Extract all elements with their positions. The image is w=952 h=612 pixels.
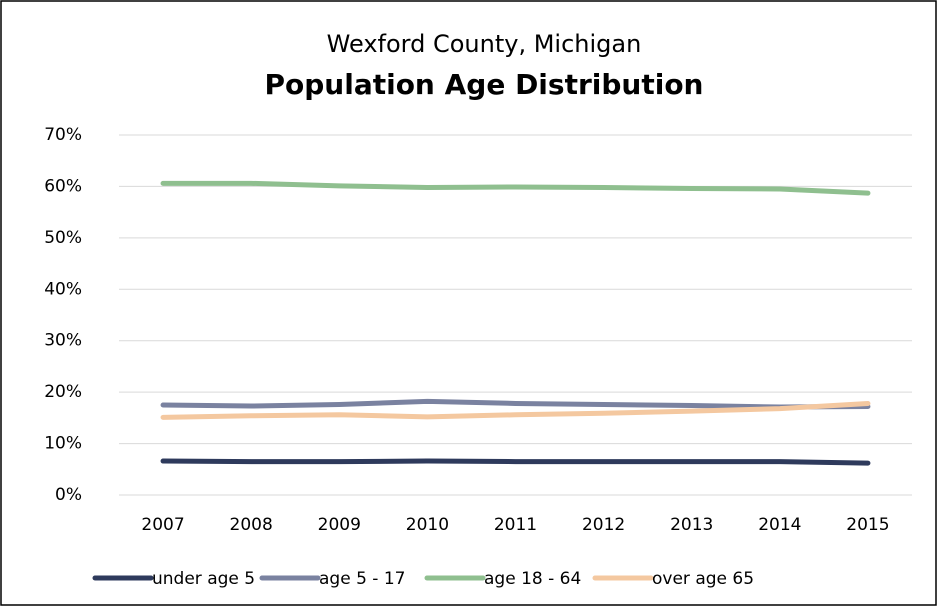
legend-label: over age 65 [652,569,754,589]
x-tick-label: 2011 [494,515,537,535]
legend-label: under age 5 [152,569,255,589]
x-tick-label: 2010 [406,515,449,535]
y-tick-label: 60% [44,176,82,196]
y-tick-label: 40% [44,279,82,299]
series-line [160,458,871,466]
legend-label: age 18 - 64 [484,569,581,589]
series-line [160,400,871,420]
y-tick-label: 0% [55,485,82,505]
chart-title: Wexford County, Michigan [327,30,642,58]
x-tick-label: 2009 [318,515,361,535]
series-line [160,180,871,196]
y-tick-label: 20% [44,382,82,402]
y-tick-label: 50% [44,228,82,248]
x-tick-label: 2013 [670,515,713,535]
x-tick-label: 2008 [230,515,273,535]
x-tick-label: 2015 [846,515,889,535]
x-tick-label: 2014 [758,515,801,535]
series-line [160,398,871,410]
y-tick-label: 30% [44,331,82,351]
y-tick-label: 10% [44,434,82,454]
x-tick-label: 2007 [141,515,184,535]
chart-subtitle: Population Age Distribution [264,68,703,101]
legend-label: age 5 - 17 [319,569,405,589]
x-tick-label: 2012 [582,515,625,535]
y-tick-label: 70% [44,125,82,145]
chart-border [0,0,937,606]
